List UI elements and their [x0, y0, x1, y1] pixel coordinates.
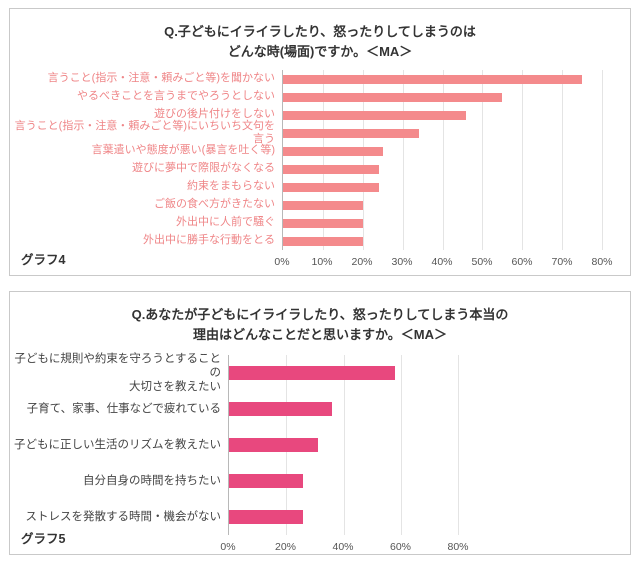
x-tick-label: 40%	[332, 541, 354, 554]
category-label: 遊びに夢中で際限がなくなる	[132, 162, 275, 175]
bar-row	[229, 427, 458, 463]
chart4-gridlines	[283, 70, 603, 251]
bar-row	[283, 214, 602, 232]
x-tick-label: 0%	[274, 256, 290, 269]
bar-row	[283, 160, 602, 178]
category-label: ストレスを発散する時間・機会がない	[25, 511, 222, 524]
x-tick-label: 20%	[274, 541, 297, 554]
x-tick-label: 10%	[311, 256, 333, 269]
bar	[283, 182, 379, 192]
gridline	[482, 70, 484, 251]
gridline	[602, 70, 603, 251]
x-tick-label: 40%	[431, 256, 453, 269]
gridline	[400, 355, 402, 536]
chart5-bars	[229, 355, 458, 535]
bar	[229, 438, 318, 453]
bar	[229, 402, 333, 417]
category-label: ご飯の食べ方がきたない	[154, 198, 275, 211]
chart4-title: Q.子どもにイライラしたり、怒ったりしてしまうのは どんな時(場面)ですか。＜M…	[10, 9, 630, 62]
bar	[229, 366, 396, 381]
category-label: 遊びの後片付けをしない	[154, 108, 275, 121]
chart5-title-line2: 理由はどんなことだと思いますか。＜MA＞	[193, 327, 447, 343]
bar-row	[283, 88, 602, 106]
chart5-card: Q.あなたが子どもにイライラしたり、怒ったりしてしまう本当の 理由はどんなことだ…	[9, 291, 631, 555]
chart4-category-labels: 言うこと(指示・注意・頼みごと等)を聞かないやるべきことを言うまでやろうとしない…	[10, 70, 282, 250]
bar-row	[229, 355, 458, 391]
category-label: 子どもに規則や約束を守ろうとすることの 大切さを教えたい	[14, 352, 221, 394]
x-tick-label: 70%	[551, 256, 573, 269]
bar	[283, 92, 503, 102]
bar-row	[229, 499, 458, 535]
bar	[283, 236, 363, 246]
category-label: 自分自身の時間を持ちたい	[83, 475, 221, 488]
chart4-title-line1: Q.子どもにイライラしたり、怒ったりしてしまうのは	[164, 24, 476, 39]
chart4-footer-label: グラフ4	[21, 253, 66, 267]
category-label: 子育て、家事、仕事などで疲れている	[26, 403, 221, 416]
x-tick-label: 30%	[391, 256, 413, 269]
category-label: 言うこと(指示・注意・頼みごと等)を聞かない	[47, 72, 275, 85]
bar	[229, 510, 304, 525]
chart5-plot-area: 子どもに規則や約束を守ろうとすることの 大切さを教えたい子育て、家事、仕事などで…	[10, 352, 630, 536]
category-label: 外出中に人前で騒ぐ	[176, 216, 275, 229]
bar	[283, 200, 363, 210]
bar-row	[283, 124, 602, 142]
gridline	[522, 70, 524, 251]
bar	[283, 146, 383, 156]
chart4-plot	[282, 70, 603, 251]
bar-row	[283, 106, 602, 124]
chart4-plot-area: 言うこと(指示・注意・頼みごと等)を聞かないやるべきことを言うまでやろうとしない…	[10, 70, 630, 251]
chart5-title: Q.あなたが子どもにイライラしたり、怒ったりしてしまう本当の 理由はどんなことだ…	[10, 292, 630, 345]
gridline	[562, 70, 564, 251]
chart5-title-line1: Q.あなたが子どもにイライラしたり、怒ったりしてしまう本当の	[131, 307, 509, 322]
bar-row	[229, 463, 458, 499]
chart4-card: Q.子どもにイライラしたり、怒ったりしてしまうのは どんな時(場面)ですか。＜M…	[9, 8, 631, 276]
chart5-category-labels: 子どもに規則や約束を守ろうとすることの 大切さを教えたい子育て、家事、仕事などで…	[10, 352, 228, 535]
bar	[283, 110, 467, 120]
gridline	[322, 70, 324, 251]
x-tick-label: 60%	[389, 541, 412, 554]
x-tick-label: 60%	[511, 256, 533, 269]
bar-row	[283, 232, 602, 250]
chart5-footer-label: グラフ5	[21, 532, 66, 546]
bar-row	[283, 178, 602, 196]
chart4-title-line2: どんな時(場面)ですか。＜MA＞	[227, 44, 413, 60]
chart4-x-axis: 0% 10% 20% 30% 40% 50% 60% 70% 80%	[274, 254, 612, 270]
category-label: 外出中に勝手な行動をとる	[143, 234, 275, 247]
gridline	[442, 70, 444, 251]
category-label: やるべきことを言うまでやろうとしない	[77, 90, 275, 103]
bar-row	[229, 391, 458, 427]
chart4-bars	[283, 70, 602, 250]
bar	[283, 164, 379, 174]
bar-row	[283, 142, 602, 160]
bar	[283, 218, 363, 228]
chart5-x-axis: 0% 20% 40% 60% 80%	[220, 539, 468, 555]
x-tick-label: 50%	[471, 256, 493, 269]
bar	[283, 74, 583, 84]
category-label: 約束をまもらない	[187, 180, 275, 193]
gridline	[362, 70, 364, 251]
x-tick-label: 80%	[447, 541, 469, 554]
chart5-plot	[228, 355, 459, 536]
x-tick-label: 80%	[591, 256, 613, 269]
x-tick-label: 0%	[220, 541, 236, 554]
bar	[283, 128, 419, 138]
bar-row	[283, 196, 602, 214]
bar	[229, 474, 304, 489]
category-label: 言葉遣いや態度が悪い(暴言を吐く等)	[91, 144, 275, 157]
category-label: 言うこと(指示・注意・頼みごと等)にいちいち文句を言う	[14, 119, 275, 146]
gridline	[458, 355, 459, 536]
bar-row	[283, 70, 602, 88]
gridline	[343, 355, 345, 536]
x-tick-label: 20%	[351, 256, 373, 269]
category-label: 子どもに正しい生活のリズムを教えたい	[14, 439, 221, 452]
gridline	[402, 70, 404, 251]
